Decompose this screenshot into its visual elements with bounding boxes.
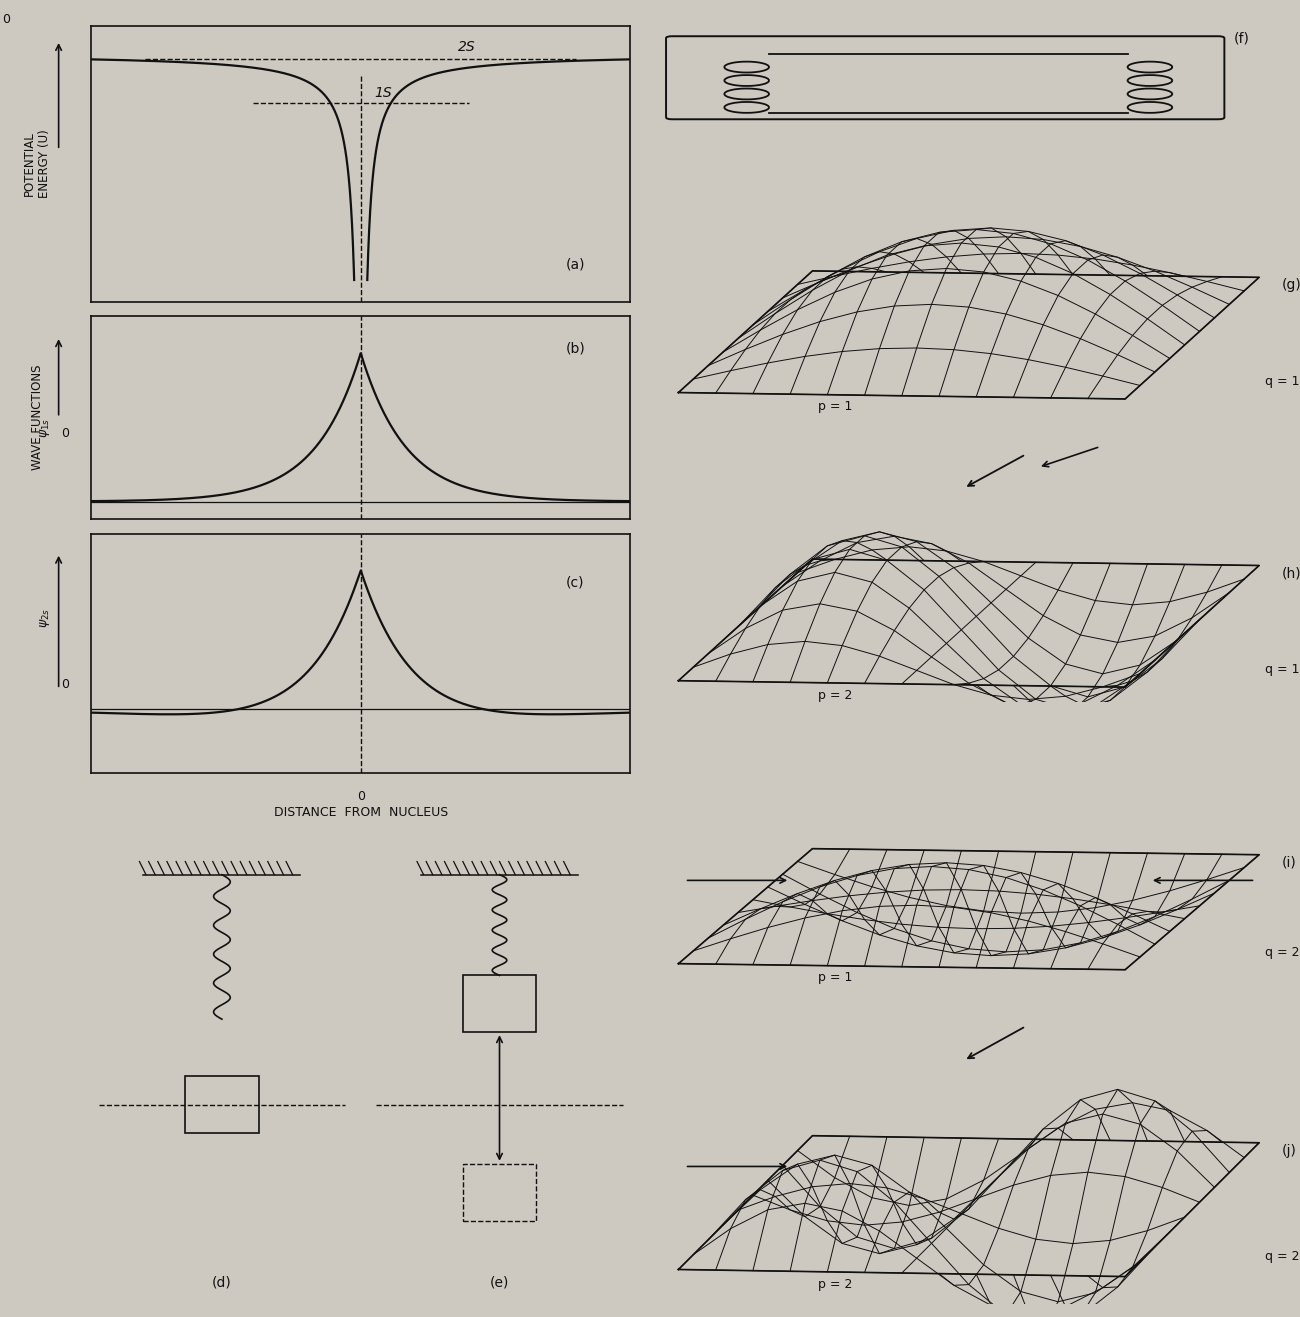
Text: 0: 0: [61, 678, 69, 691]
Bar: [463, 1164, 536, 1221]
Text: q = 2: q = 2: [1265, 947, 1300, 959]
Text: p = 2: p = 2: [818, 689, 852, 702]
Text: p = 2: p = 2: [818, 1277, 852, 1291]
Text: WAVE FUNCTIONS: WAVE FUNCTIONS: [31, 365, 44, 470]
Text: (g): (g): [1282, 278, 1300, 292]
Text: 1S: 1S: [374, 86, 391, 100]
Text: (d): (d): [212, 1275, 231, 1289]
Text: p = 1: p = 1: [818, 972, 852, 984]
Text: (c): (c): [566, 576, 584, 589]
Text: (e): (e): [490, 1275, 510, 1289]
Text: 0: 0: [61, 428, 69, 440]
Text: q = 1: q = 1: [1265, 662, 1300, 676]
Text: q = 1: q = 1: [1265, 374, 1300, 387]
Text: $\psi_{2s}$: $\psi_{2s}$: [38, 607, 52, 627]
Bar: [186, 1076, 259, 1133]
Text: DISTANCE  FROM  NUCLEUS: DISTANCE FROM NUCLEUS: [273, 806, 447, 819]
FancyBboxPatch shape: [666, 37, 1225, 120]
Text: POTENTIAL
ENERGY (U): POTENTIAL ENERGY (U): [23, 129, 51, 199]
Text: (j): (j): [1282, 1144, 1296, 1159]
Text: $\psi_{1s}$: $\psi_{1s}$: [38, 417, 52, 437]
Text: (a): (a): [566, 258, 585, 271]
Text: q = 2: q = 2: [1265, 1250, 1300, 1263]
Text: (i): (i): [1282, 855, 1296, 869]
Text: p = 1: p = 1: [818, 400, 852, 414]
Text: (h): (h): [1282, 566, 1300, 581]
Text: 0: 0: [3, 13, 10, 26]
Text: 2S: 2S: [458, 40, 476, 54]
Text: (b): (b): [566, 341, 585, 356]
Text: (f): (f): [1234, 32, 1249, 45]
Bar: [463, 976, 536, 1033]
Text: 0: 0: [356, 790, 365, 803]
